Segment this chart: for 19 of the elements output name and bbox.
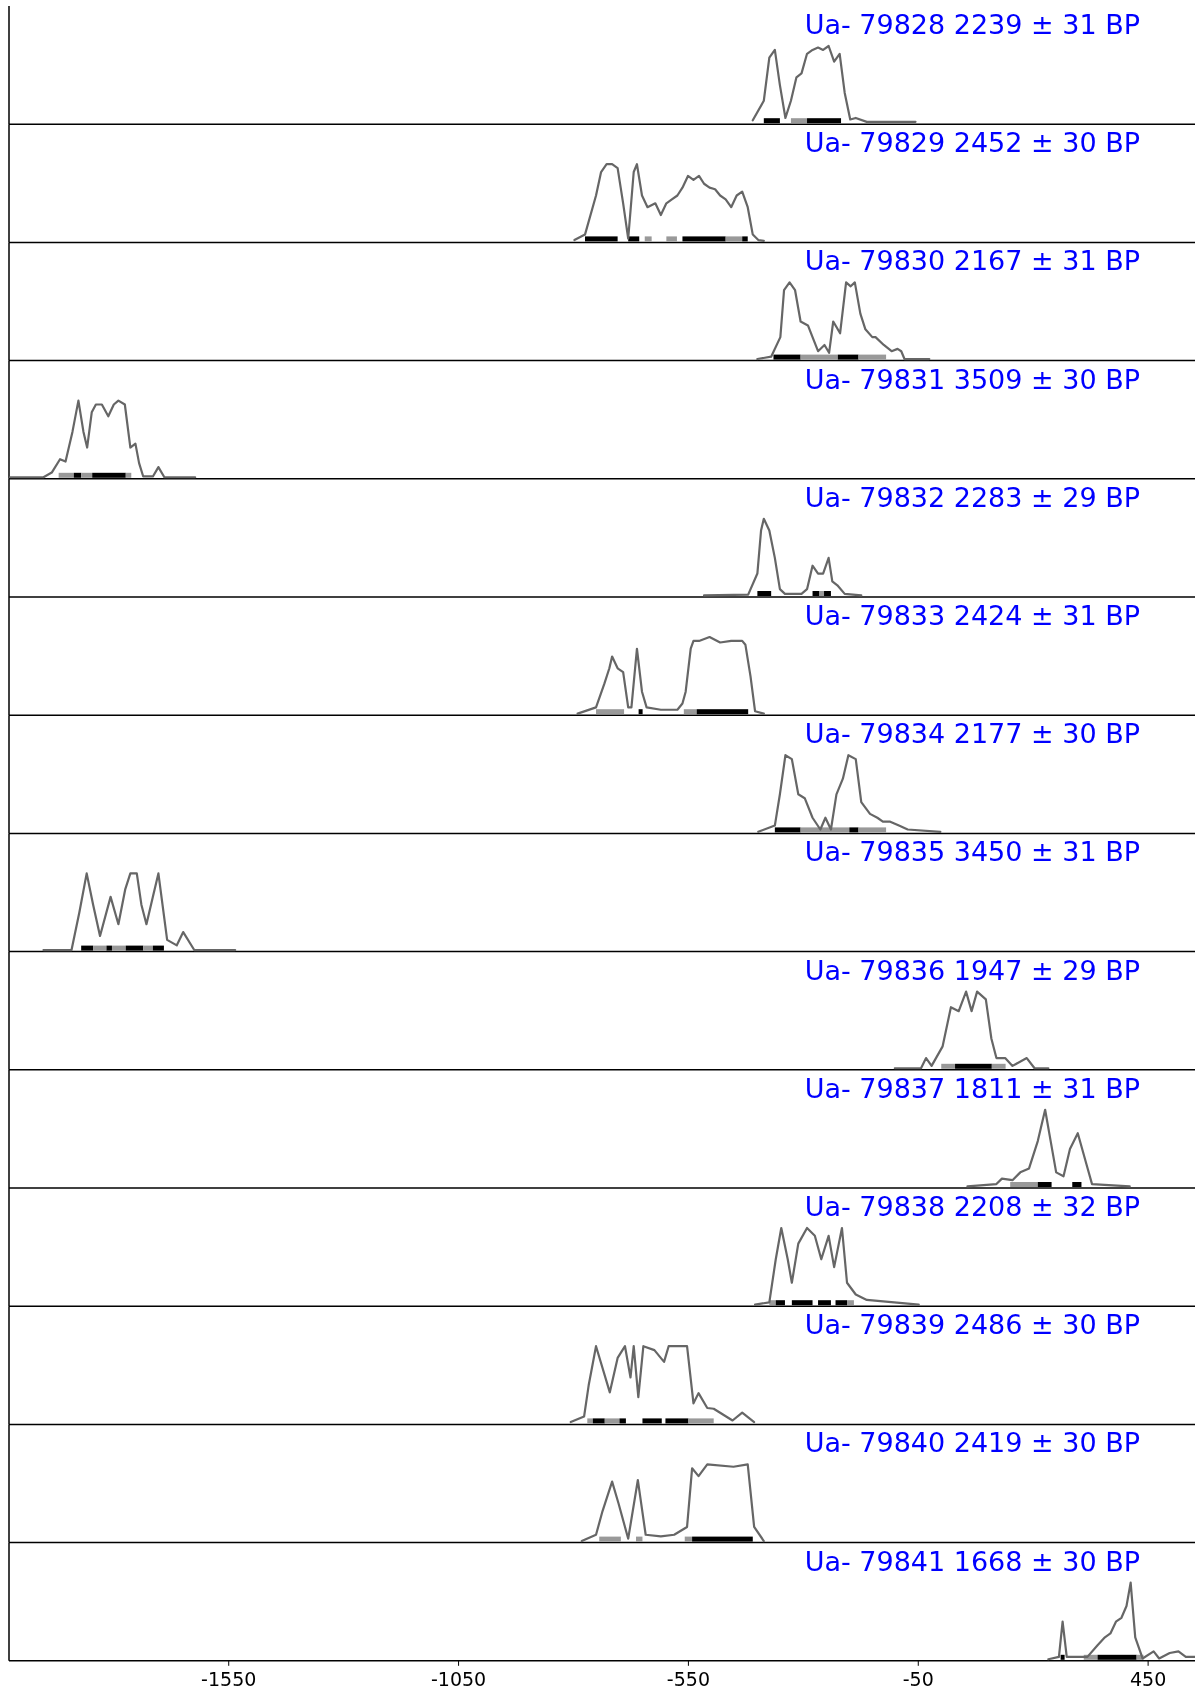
chart-title: Ua- 79832 2283 ± 29 BP [804,481,1140,513]
chart-title: Ua- 79839 2486 ± 30 BP [804,1309,1140,1341]
chart-title: Ua- 79833 2424 ± 31 BP [804,600,1140,631]
chart-title: Ua- 79835 3450 ± 31 BP [804,836,1140,868]
chart-title: Ua- 79830 2167 ± 31 BP [804,245,1140,277]
chart-title: Ua- 79834 2177 ± 30 BP [804,718,1140,750]
x-tick-label: -1050 [430,1667,487,1690]
x-tick-label: 450 [1129,1667,1167,1690]
x-tick-label: -550 [666,1667,710,1690]
chart-title: Ua- 79840 2419 ± 30 BP [804,1427,1140,1459]
chart-title: Ua- 79829 2452 ± 30 BP [804,127,1140,159]
chart-title: Ua- 79837 1811 ± 31 BP [804,1072,1140,1104]
chart-title: Ua- 79836 1947 ± 29 BP [804,954,1140,986]
chart-title: Ua- 79838 2208 ± 32 BP [804,1191,1140,1222]
chart-title: Ua- 79828 2239 ± 31 BP [804,9,1140,40]
x-tick-label: -1550 [201,1667,257,1690]
chart-title: Ua- 79831 3509 ± 30 BP [804,363,1140,395]
x-tick-label: -50 [902,1667,934,1690]
chart-title: Ua- 79841 1668 ± 30 BP [804,1545,1140,1577]
